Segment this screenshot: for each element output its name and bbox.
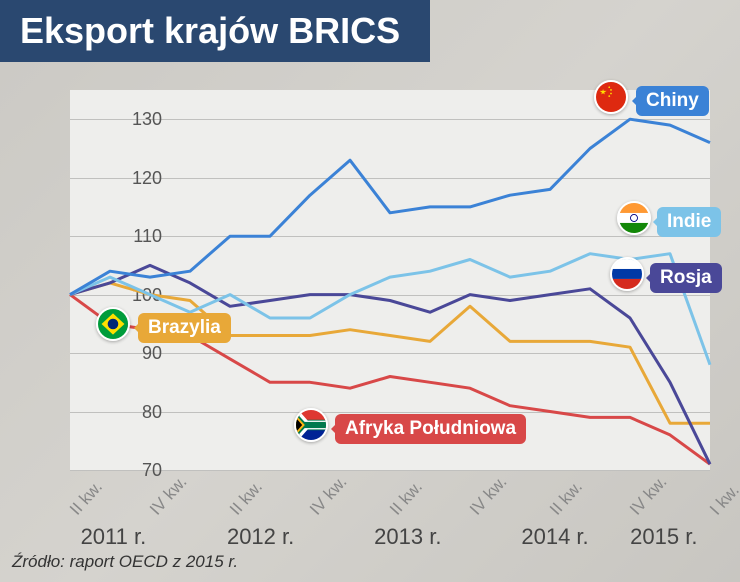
flag-icon-brazil xyxy=(96,307,130,341)
x-year-label: 2011 r. xyxy=(73,524,153,550)
x-year-label: 2013 r. xyxy=(368,524,448,550)
x-year-label: 2012 r. xyxy=(221,524,301,550)
flag-icon-china xyxy=(594,80,628,114)
x-year-label: 2014 r. xyxy=(515,524,595,550)
grid-line xyxy=(70,470,710,471)
series-line-brazil xyxy=(70,283,710,423)
series-label-south_africa: Afryka Południowa xyxy=(335,414,526,444)
flag-icon-india xyxy=(617,201,651,235)
series-label-china: Chiny xyxy=(636,86,709,116)
brics-export-chart: Eksport krajów BRICS 708090100110120130 … xyxy=(0,0,740,582)
x-year-label: 2015 r. xyxy=(624,524,704,550)
flag-icon-south_africa xyxy=(294,408,328,442)
source-text: Źródło: raport OECD z 2015 r. xyxy=(12,552,238,572)
flag-icon-russia xyxy=(610,257,644,291)
series-label-russia: Rosja xyxy=(650,263,722,293)
chart-title: Eksport krajów BRICS xyxy=(0,0,430,62)
series-label-india: Indie xyxy=(657,207,721,237)
series-label-brazil: Brazylia xyxy=(138,313,231,343)
